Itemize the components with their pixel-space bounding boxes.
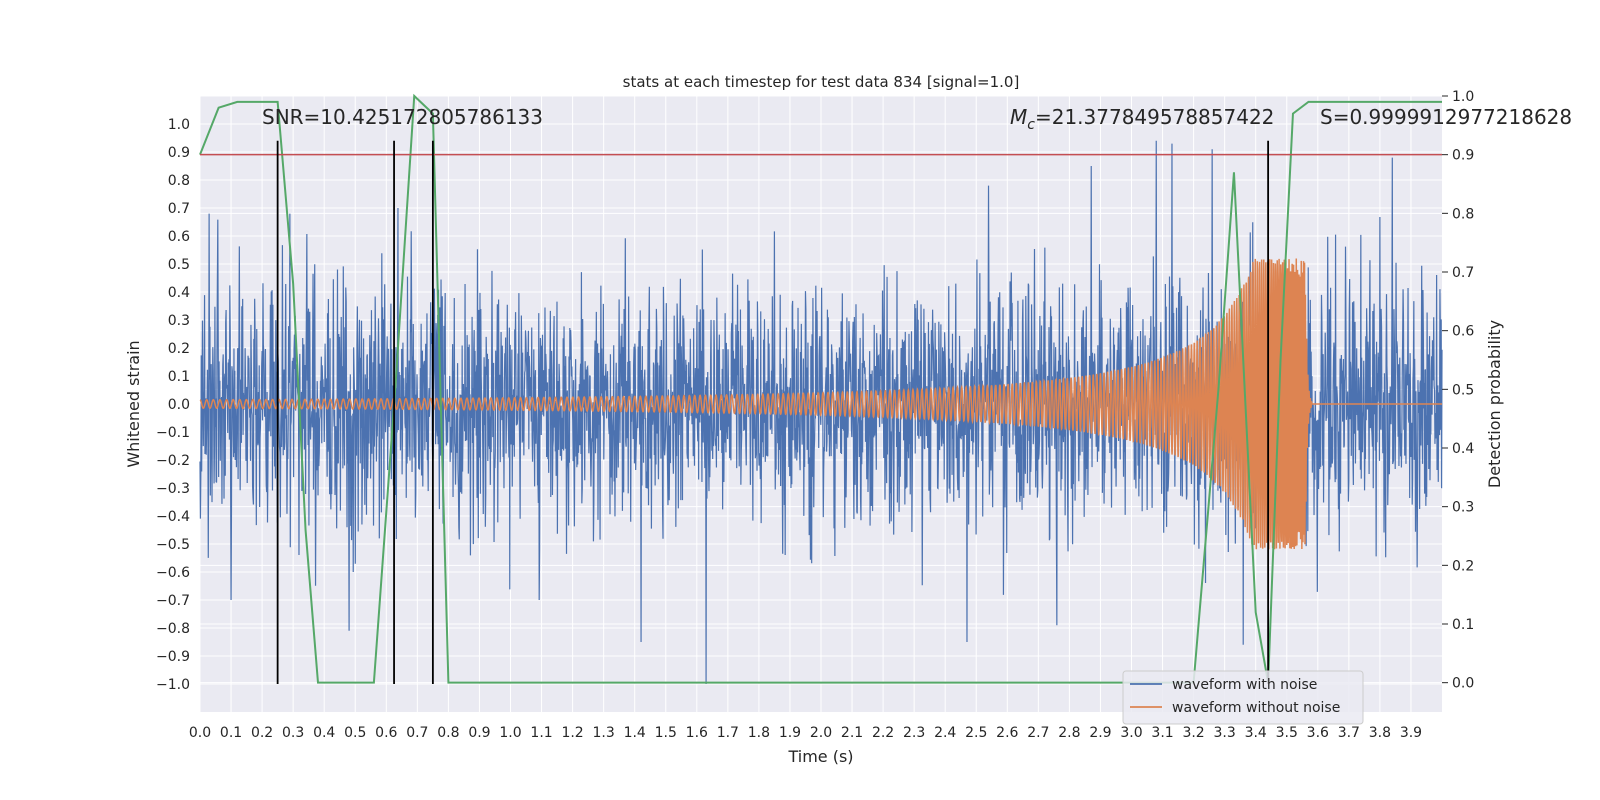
y-tick-label: 1.0 <box>168 117 190 133</box>
x-tick-label: 3.1 <box>1151 725 1173 741</box>
y-tick-label: −0.4 <box>156 509 190 525</box>
x-tick-label: 1.5 <box>655 725 677 741</box>
right-y-tick-label: 0.8 <box>1452 206 1474 222</box>
right-y-axis-label: Detection probability <box>1485 320 1504 488</box>
x-tick-label: 2.7 <box>1027 725 1049 741</box>
x-tick-label: 2.3 <box>903 725 925 741</box>
snr-annotation: SNR=10.425172805786133 <box>262 105 543 129</box>
y-tick-label: −1.0 <box>156 677 190 693</box>
x-tick-label: 0.1 <box>220 725 242 741</box>
legend-box <box>1122 670 1364 725</box>
right-y-tick-label: 0.1 <box>1452 617 1474 633</box>
y-tick-label: 0.0 <box>168 397 190 413</box>
y-tick-label: −0.3 <box>156 481 190 497</box>
series-detection-probability <box>199 93 1442 684</box>
x-tick-label: 1.8 <box>748 725 770 741</box>
x-tick-label: 2.1 <box>841 725 863 741</box>
x-tick-label: 0.8 <box>437 725 459 741</box>
right-y-tick-label: 0.6 <box>1452 324 1474 340</box>
x-tick-label: 0.3 <box>282 725 304 741</box>
x-tick-label: 3.5 <box>1276 725 1298 741</box>
x-tick-label: 3.4 <box>1245 725 1267 741</box>
right-y-tick-label: 0.2 <box>1452 558 1474 574</box>
y-tick-label: 0.4 <box>168 285 190 301</box>
y-tick-label: 0.2 <box>168 341 190 357</box>
y-tick-label: 0.5 <box>168 257 190 273</box>
y-tick-labels: 1.0 0.9 0.8 0.7 0.6 0.5 0.4 0.3 0.2 0.1 0.0 −0.1 −0.… <box>156 117 190 693</box>
y-tick-label: −0.1 <box>156 425 190 441</box>
x-tick-label: 2.8 <box>1058 725 1080 741</box>
x-tick-label: 1.3 <box>593 725 615 741</box>
x-tick-label: 1.1 <box>530 725 552 741</box>
x-tick-label: 3.0 <box>1120 725 1142 741</box>
event-markers <box>276 140 1270 684</box>
y-tick-label: −0.5 <box>156 537 190 553</box>
y-tick-label: 0.7 <box>168 201 190 217</box>
y-tick-label: 0.8 <box>168 173 190 189</box>
x-tick-label: 2.2 <box>872 725 894 741</box>
y-tick-label: −0.8 <box>156 621 190 637</box>
x-tick-label: 3.7 <box>1338 725 1360 741</box>
right-y-tick-labels: 1.0 0.9 0.8 0.7 0.6 0.5 0.4 0.3 0.2 0.1 0.0 <box>1442 89 1474 692</box>
series-waveform-without-noise <box>199 258 1442 550</box>
x-tick-label: 3.9 <box>1400 725 1422 741</box>
y-tick-label: −0.7 <box>156 593 190 609</box>
x-tick-label: 1.7 <box>717 725 739 741</box>
chirp-mass-subscript: c <box>1027 117 1035 133</box>
y-tick-label: −0.9 <box>156 649 190 665</box>
chirp-mass-symbol: M <box>1010 105 1027 129</box>
x-tick-label: 1.0 <box>499 725 521 741</box>
y-tick-label: 0.6 <box>168 229 190 245</box>
chirp-mass-value: =21.377849578857422 <box>1035 105 1274 129</box>
right-y-tick-label: 0.4 <box>1452 441 1474 457</box>
x-tick-label: 0.2 <box>251 725 273 741</box>
x-tick-label: 1.6 <box>686 725 708 741</box>
significance-annotation: S=0.9999912977218628 <box>1320 105 1572 129</box>
x-tick-label: 3.2 <box>1182 725 1204 741</box>
right-y-tick-label: 1.0 <box>1452 89 1474 105</box>
x-tick-label: 3.8 <box>1369 725 1391 741</box>
x-tick-label: 2.0 <box>810 725 832 741</box>
x-tick-label: 0.0 <box>189 725 211 741</box>
right-y-tick-label: 0.9 <box>1452 148 1474 164</box>
chirp-mass-annotation: Mc=21.377849578857422 <box>1010 105 1274 133</box>
y-tick-label: −0.2 <box>156 453 190 469</box>
x-tick-label: 0.6 <box>375 725 397 741</box>
x-tick-label: 0.9 <box>468 725 490 741</box>
x-tick-label: 3.6 <box>1307 725 1329 741</box>
x-axis-label: Time (s) <box>787 747 853 766</box>
legend: waveform with noise waveform without noi… <box>1122 670 1364 725</box>
x-tick-labels: 0.0 0.1 0.2 0.3 0.4 0.5 0.6 0.7 0.8 0.9 1.0 1.1 1.2 1… <box>189 725 1422 741</box>
x-tick-label: 1.2 <box>561 725 583 741</box>
x-tick-label: 0.7 <box>406 725 428 741</box>
probability-line <box>199 93 1442 684</box>
x-tick-label: 3.3 <box>1214 725 1236 741</box>
x-tick-label: 2.9 <box>1089 725 1111 741</box>
chart-title: stats at each timestep for test data 834… <box>623 73 1020 91</box>
right-y-tick-label: 0.3 <box>1452 500 1474 516</box>
y-tick-label: 0.1 <box>168 369 190 385</box>
y-tick-label: 0.3 <box>168 313 190 329</box>
clean-line <box>199 258 1442 550</box>
legend-label-clean: waveform without noise <box>1172 700 1340 716</box>
legend-label-noise: waveform with noise <box>1172 677 1317 693</box>
y-axis-label: Whitened strain <box>124 340 143 467</box>
x-tick-label: 2.5 <box>965 725 987 741</box>
x-tick-label: 0.5 <box>344 725 366 741</box>
x-tick-label: 1.9 <box>779 725 801 741</box>
right-y-tick-label: 0.5 <box>1452 382 1474 398</box>
x-tick-label: 0.4 <box>313 725 335 741</box>
right-y-tick-label: 0.7 <box>1452 265 1474 281</box>
x-tick-label: 1.4 <box>624 725 646 741</box>
x-tick-label: 2.6 <box>996 725 1018 741</box>
x-tick-label: 2.4 <box>934 725 956 741</box>
y-tick-label: −0.6 <box>156 565 190 581</box>
right-y-tick-label: 0.0 <box>1452 676 1474 692</box>
y-tick-label: 0.9 <box>168 145 190 161</box>
